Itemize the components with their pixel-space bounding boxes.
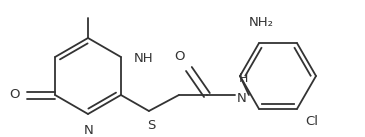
Text: O: O: [174, 50, 185, 63]
Text: N: N: [237, 92, 247, 105]
Text: S: S: [147, 119, 155, 132]
Text: N: N: [84, 124, 94, 137]
Text: Cl: Cl: [305, 115, 318, 128]
Text: NH₂: NH₂: [249, 16, 273, 29]
Text: O: O: [9, 89, 20, 102]
Text: H: H: [239, 72, 248, 85]
Text: NH: NH: [134, 52, 154, 65]
